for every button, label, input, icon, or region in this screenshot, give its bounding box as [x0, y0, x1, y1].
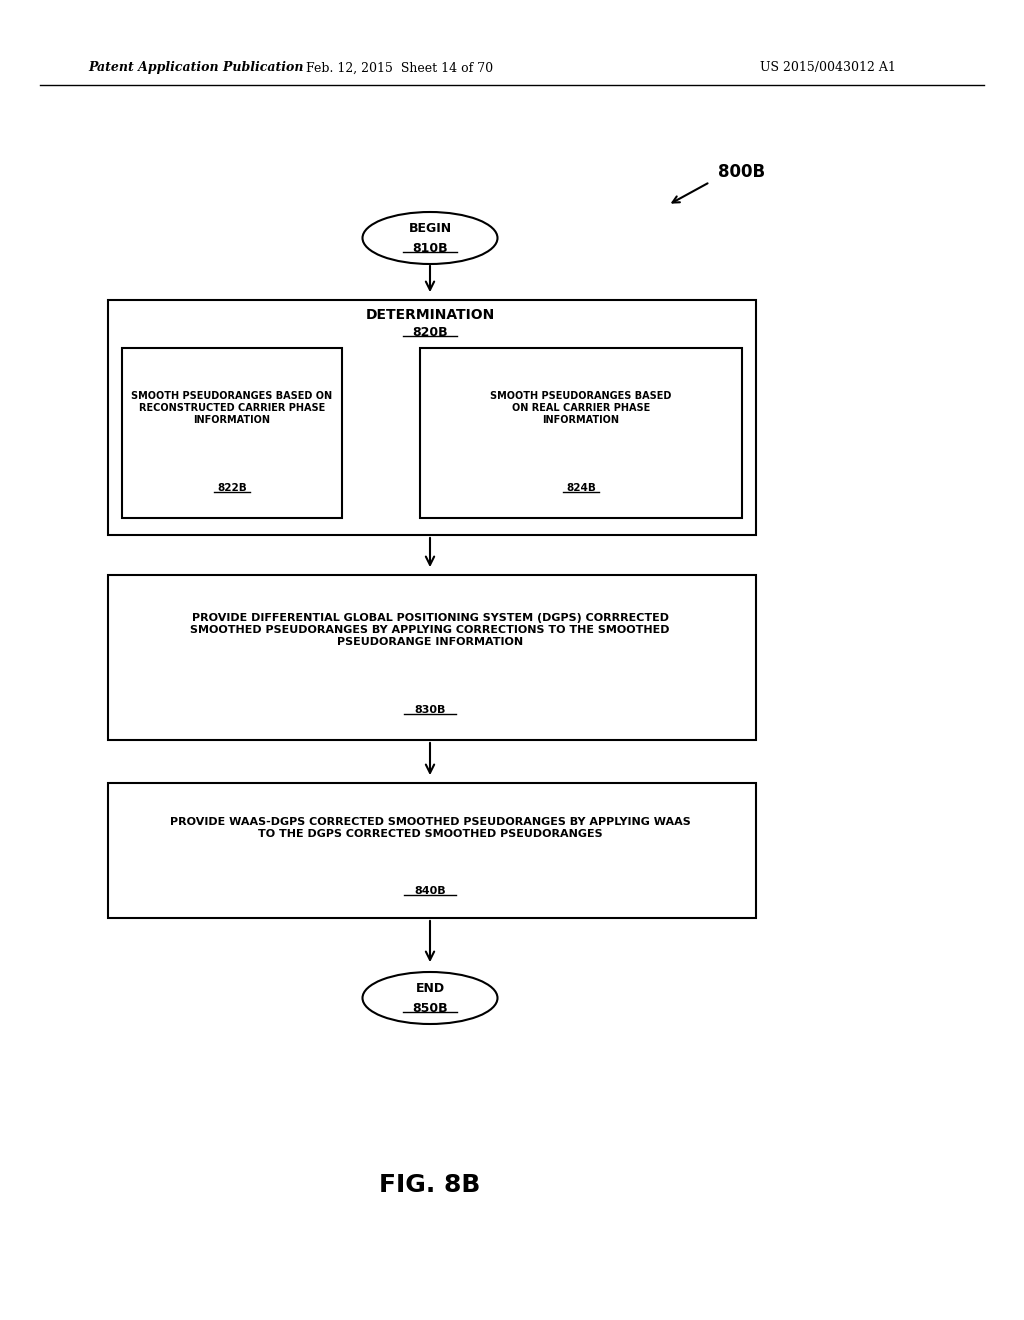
Text: US 2015/0043012 A1: US 2015/0043012 A1: [760, 62, 896, 74]
Text: END: END: [416, 982, 444, 995]
Text: Feb. 12, 2015  Sheet 14 of 70: Feb. 12, 2015 Sheet 14 of 70: [306, 62, 494, 74]
Text: 822B: 822B: [217, 483, 247, 492]
Text: 850B: 850B: [413, 1002, 447, 1015]
Text: SMOOTH PSEUDORANGES BASED
ON REAL CARRIER PHASE
INFORMATION: SMOOTH PSEUDORANGES BASED ON REAL CARRIE…: [490, 392, 672, 425]
Text: 820B: 820B: [413, 326, 447, 338]
Text: PROVIDE DIFFERENTIAL GLOBAL POSITIONING SYSTEM (DGPS) CORRRECTED
SMOOTHED PSEUDO: PROVIDE DIFFERENTIAL GLOBAL POSITIONING …: [190, 614, 670, 647]
Text: 810B: 810B: [413, 242, 447, 255]
Text: BEGIN: BEGIN: [409, 223, 452, 235]
Text: Patent Application Publication: Patent Application Publication: [88, 62, 303, 74]
Text: 800B: 800B: [718, 162, 765, 181]
Text: FIG. 8B: FIG. 8B: [379, 1173, 480, 1197]
Text: 830B: 830B: [415, 705, 445, 715]
Text: DETERMINATION: DETERMINATION: [366, 308, 495, 322]
Text: 824B: 824B: [566, 483, 596, 492]
Text: PROVIDE WAAS-DGPS CORRECTED SMOOTHED PSEUDORANGES BY APPLYING WAAS
TO THE DGPS C: PROVIDE WAAS-DGPS CORRECTED SMOOTHED PSE…: [170, 817, 690, 838]
Text: 840B: 840B: [414, 886, 445, 896]
Text: SMOOTH PSEUDORANGES BASED ON
RECONSTRUCTED CARRIER PHASE
INFORMATION: SMOOTH PSEUDORANGES BASED ON RECONSTRUCT…: [131, 392, 333, 425]
